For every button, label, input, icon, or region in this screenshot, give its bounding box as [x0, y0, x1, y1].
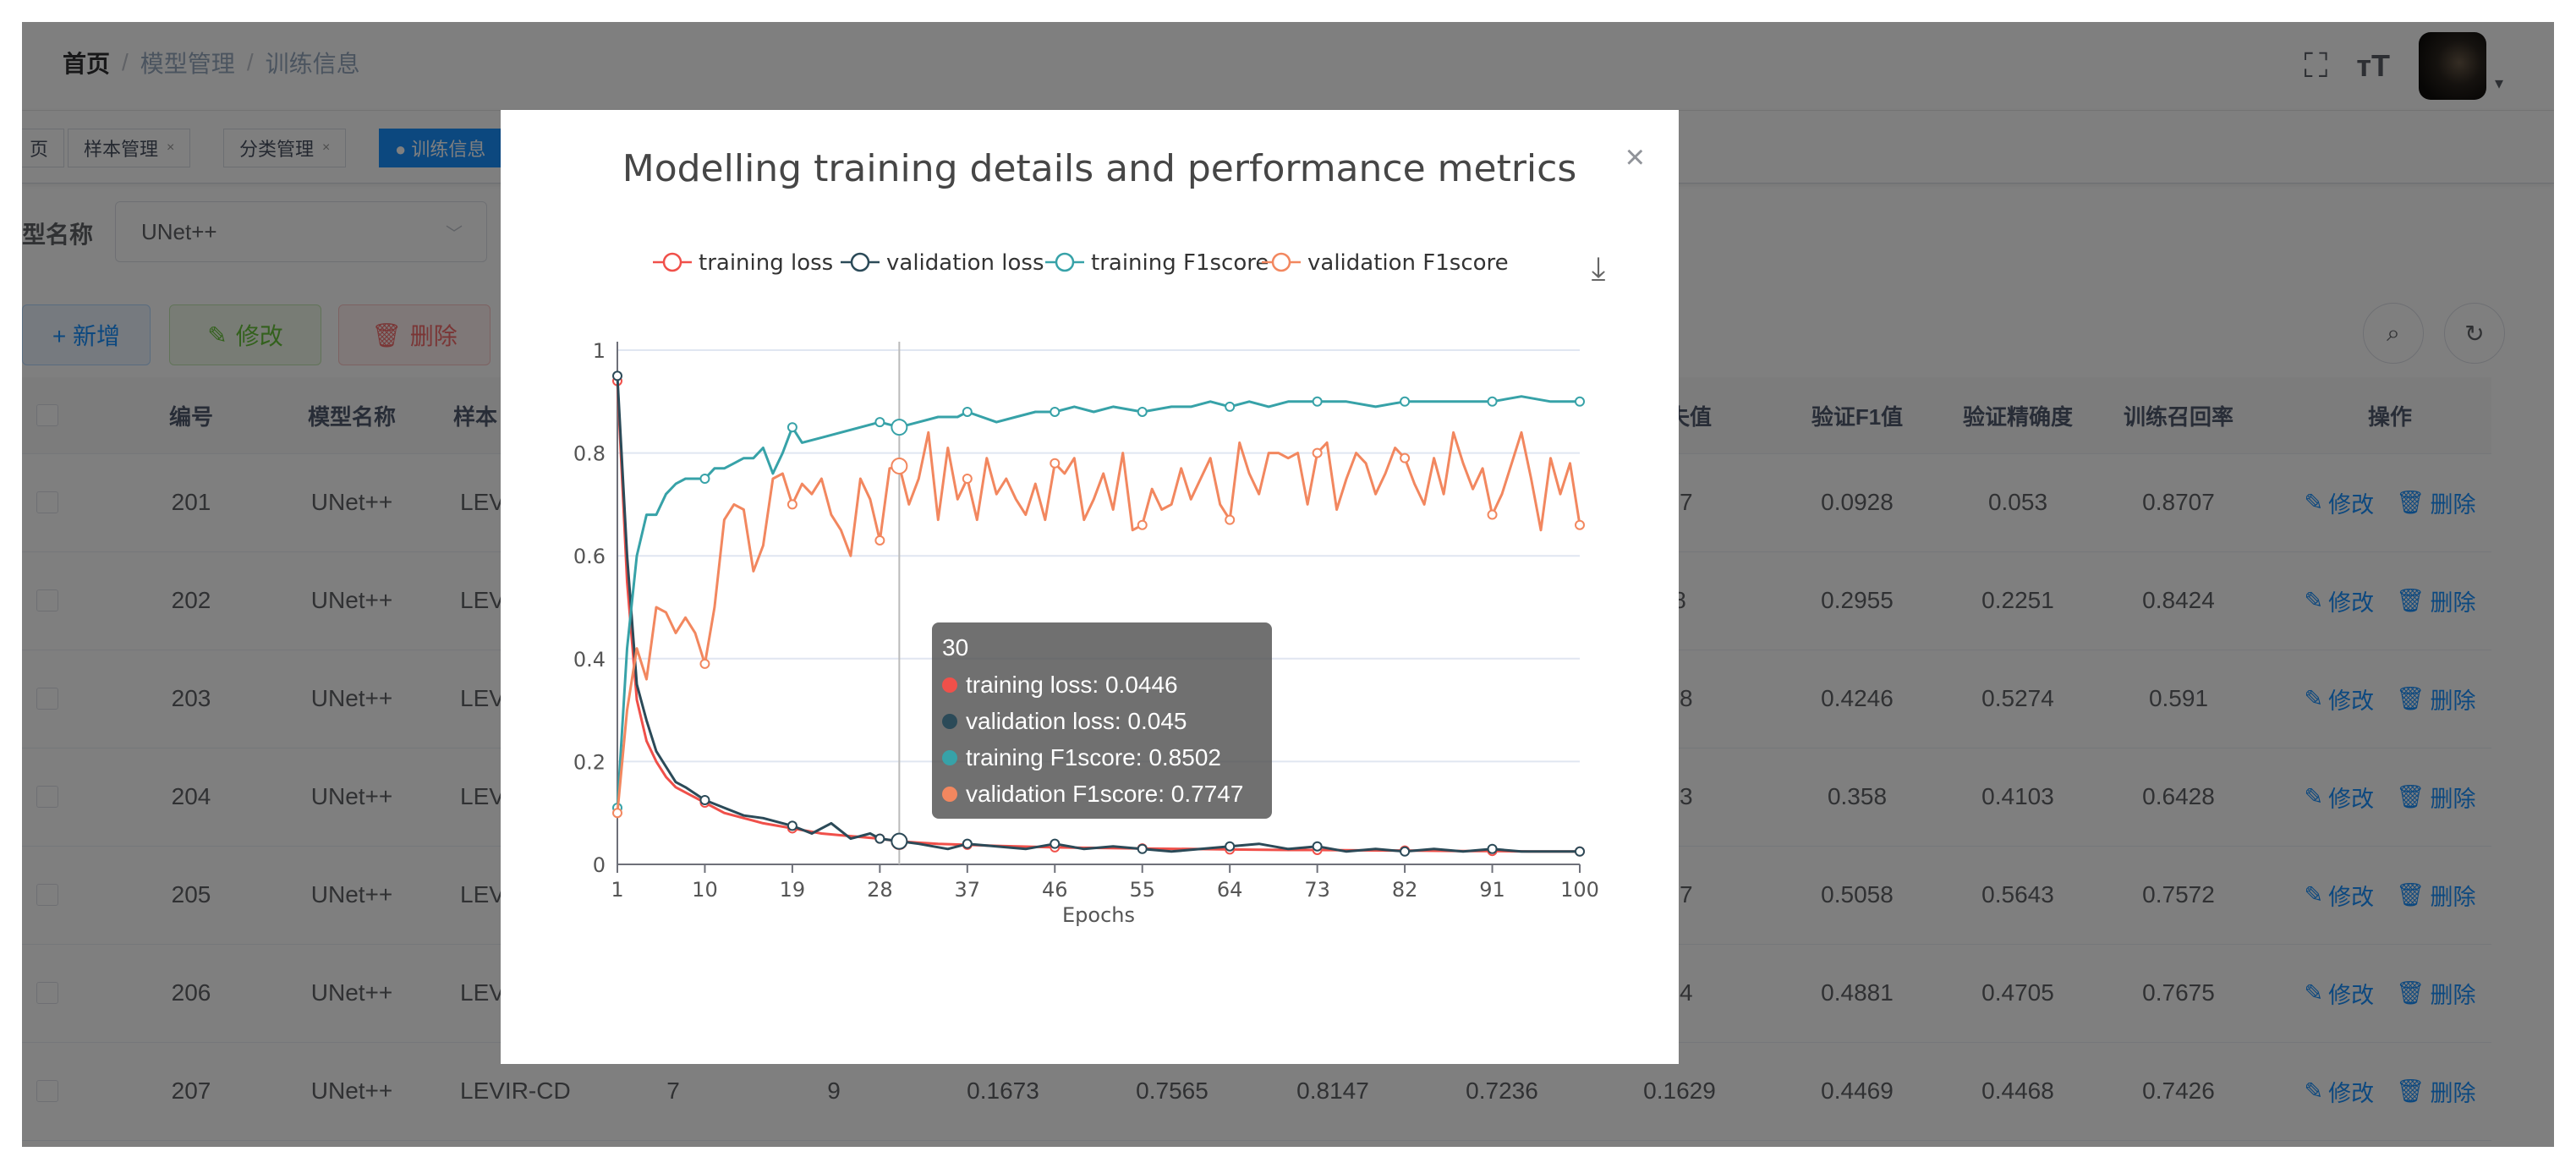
y-tick-label: 0.2 — [573, 750, 606, 774]
legend-marker — [1271, 252, 1291, 272]
data-point — [874, 535, 885, 546]
data-point — [1487, 509, 1498, 520]
data-point — [1400, 396, 1411, 407]
tooltip-text: validation loss: 0.045 — [966, 707, 1187, 734]
data-point — [1312, 447, 1323, 458]
data-point — [1487, 843, 1498, 854]
tooltip-text: training F1score: 0.8502 — [966, 743, 1221, 770]
x-tick-label: 28 — [867, 878, 893, 902]
series-line-validation-f1score — [616, 430, 1581, 814]
legend-label: validation F1score — [1307, 250, 1509, 276]
data-point — [1575, 519, 1585, 530]
data-point — [962, 406, 973, 417]
data-point — [1400, 846, 1411, 857]
data-point — [1575, 396, 1585, 407]
data-point — [787, 820, 797, 831]
legend-marker — [850, 252, 870, 272]
x-tick-label: 91 — [1479, 878, 1505, 902]
training-chart: Modelling training details and performan… — [573, 147, 1606, 927]
data-point — [1137, 519, 1148, 530]
data-point — [787, 499, 797, 510]
series-line-validation-loss — [616, 376, 1580, 853]
y-tick-label: 0.4 — [573, 648, 606, 672]
data-point — [612, 808, 622, 819]
chart-title: Modelling training details and performan… — [622, 147, 1577, 190]
tooltip-dot — [942, 749, 957, 765]
data-point — [962, 474, 973, 484]
data-point — [874, 833, 885, 844]
data-point — [612, 370, 622, 381]
x-tick-label: 100 — [1560, 878, 1599, 902]
data-point — [1050, 458, 1061, 469]
data-point — [1137, 406, 1148, 417]
tooltip-row: training loss: 0.0446 — [942, 666, 1262, 703]
data-point — [1312, 841, 1323, 852]
data-point — [891, 457, 908, 474]
x-tick-label: 46 — [1042, 878, 1068, 902]
data-point — [1050, 406, 1061, 417]
tooltip-row: validation F1score: 0.7747 — [942, 776, 1262, 812]
x-tick-label: 55 — [1129, 878, 1155, 902]
data-point — [1225, 514, 1236, 525]
legend-label: training F1score — [1091, 250, 1269, 276]
legend-marker — [662, 252, 682, 272]
data-point — [1050, 838, 1061, 849]
y-tick-label: 0 — [593, 853, 606, 877]
data-point — [1487, 396, 1498, 407]
chart-tooltip: 30 training loss: 0.0446 validation loss… — [932, 622, 1272, 819]
data-point — [891, 832, 908, 850]
x-tick-label: 37 — [955, 878, 981, 902]
data-point — [1225, 841, 1236, 852]
data-point — [891, 419, 908, 436]
close-icon[interactable]: × — [1625, 139, 1645, 176]
tooltip-dot — [942, 713, 957, 729]
tooltip-dot — [942, 677, 957, 693]
download-icon[interactable]: ⤓ — [1592, 251, 1606, 287]
data-point — [1137, 843, 1148, 854]
data-point — [1575, 846, 1585, 857]
tooltip-row: validation loss: 0.045 — [942, 703, 1262, 739]
data-point — [699, 474, 710, 484]
y-tick-label: 1 — [593, 339, 606, 363]
y-tick-label: 0.8 — [573, 442, 606, 466]
data-point — [962, 838, 973, 849]
data-point — [874, 417, 885, 428]
legend-label: validation loss — [886, 250, 1044, 276]
tooltip-row: training F1score: 0.8502 — [942, 739, 1262, 776]
x-tick-label: 1 — [611, 878, 623, 902]
tooltip-epoch: 30 — [942, 634, 969, 661]
x-tick-label: 19 — [780, 878, 806, 902]
tooltip-text: validation F1score: 0.7747 — [966, 780, 1244, 807]
data-point — [1225, 401, 1236, 412]
data-point — [699, 795, 710, 805]
x-tick-label: 82 — [1392, 878, 1418, 902]
training-chart-dialog: × Modelling training details and perform… — [501, 110, 1679, 1064]
x-tick-label: 64 — [1217, 878, 1243, 902]
data-point — [1400, 452, 1411, 463]
x-tick-label: 73 — [1304, 878, 1330, 902]
data-point — [787, 422, 797, 433]
legend-label: training loss — [699, 250, 833, 276]
x-tick-label: 10 — [692, 878, 718, 902]
data-point — [1312, 396, 1323, 407]
legend-marker — [1055, 252, 1075, 272]
data-point — [699, 658, 710, 669]
tooltip-dot — [942, 786, 957, 802]
tooltip-text: training loss: 0.0446 — [966, 671, 1178, 698]
y-tick-label: 0.6 — [573, 545, 606, 568]
x-axis-label: Epochs — [1062, 903, 1135, 927]
